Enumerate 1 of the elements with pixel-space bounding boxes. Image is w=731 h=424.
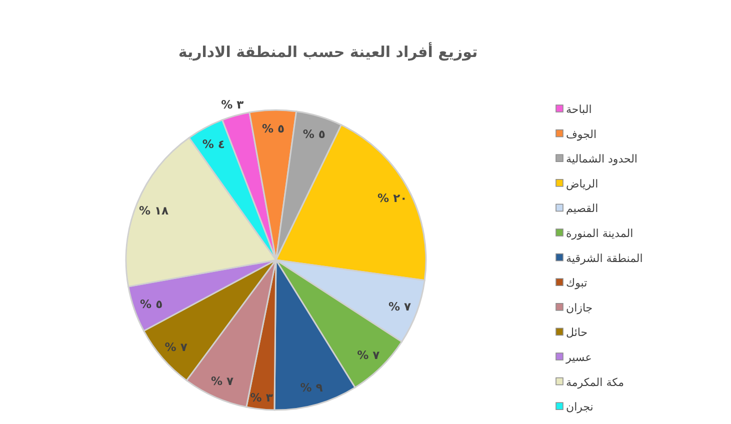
title: توزيع أفراد العينة حسب المنطقة الادارية [178,43,478,61]
